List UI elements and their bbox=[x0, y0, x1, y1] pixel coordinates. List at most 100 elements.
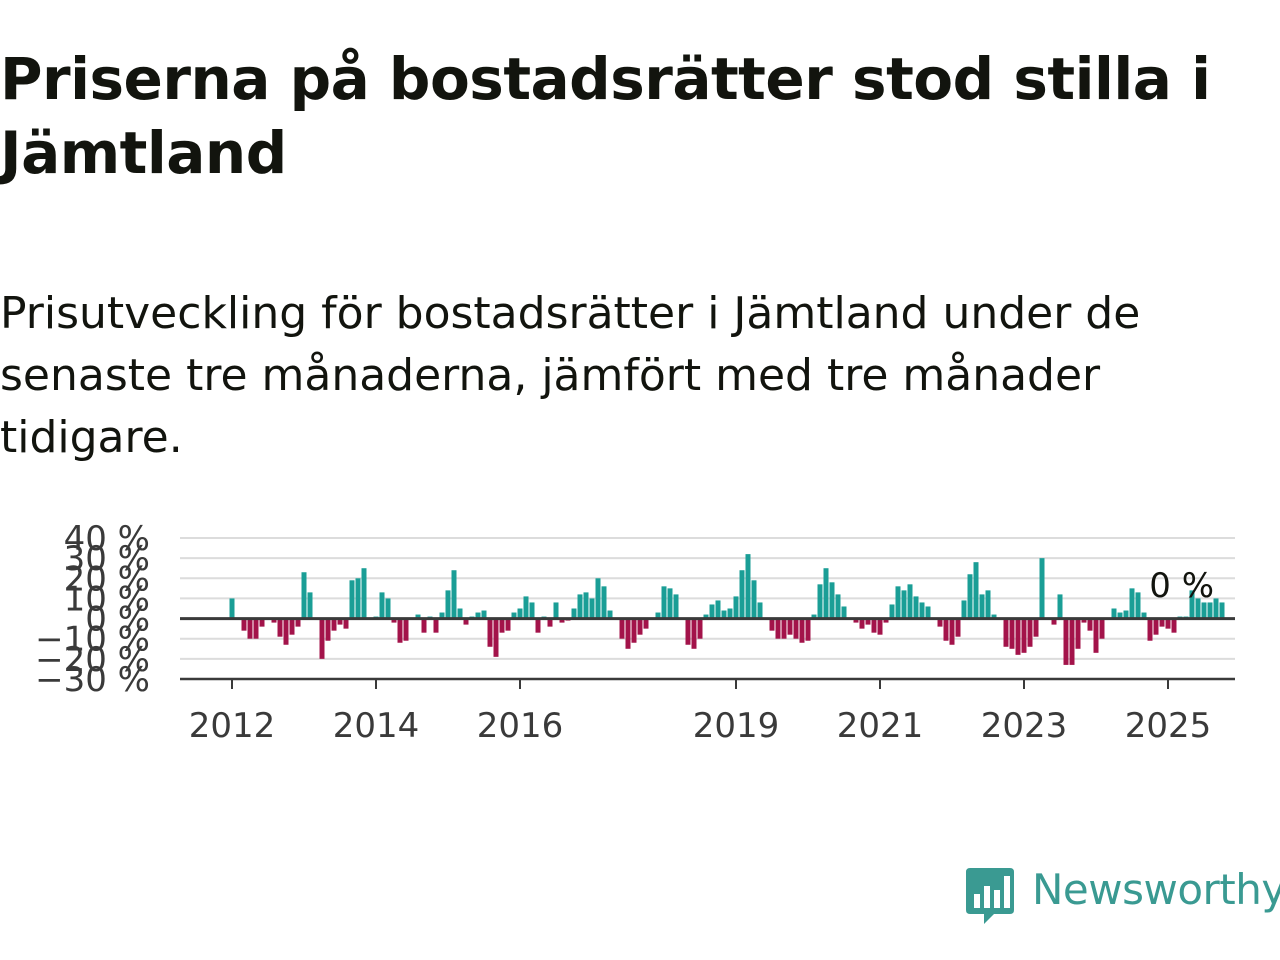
x-tick-label: 2014 bbox=[333, 706, 420, 746]
bar bbox=[1165, 618, 1171, 629]
y-tick-label: 20 % bbox=[64, 559, 150, 599]
bar bbox=[1075, 618, 1081, 649]
bar bbox=[1099, 618, 1105, 639]
x-tick-label: 2023 bbox=[981, 706, 1068, 746]
bar bbox=[361, 568, 367, 619]
y-tick-label: 40 % bbox=[64, 519, 150, 559]
bar bbox=[631, 618, 637, 643]
y-tick-label: −10 % bbox=[35, 620, 150, 660]
bar bbox=[451, 570, 457, 619]
bar bbox=[475, 612, 481, 619]
bar bbox=[673, 594, 679, 619]
bar bbox=[823, 568, 829, 619]
bar bbox=[895, 586, 901, 619]
bar bbox=[811, 614, 817, 619]
bar bbox=[655, 612, 661, 619]
bar bbox=[1063, 618, 1069, 665]
bar bbox=[433, 618, 439, 633]
bar bbox=[799, 618, 805, 643]
bar bbox=[859, 618, 865, 629]
bar bbox=[349, 580, 355, 619]
bar bbox=[871, 618, 877, 633]
bar bbox=[1093, 618, 1099, 653]
bar bbox=[457, 608, 463, 619]
bar bbox=[229, 598, 235, 619]
bar bbox=[589, 598, 595, 619]
x-tick-label: 2025 bbox=[1125, 706, 1212, 746]
bar bbox=[667, 588, 673, 619]
x-tick-label: 2012 bbox=[189, 706, 276, 746]
bar bbox=[715, 600, 721, 619]
bar bbox=[829, 582, 835, 619]
bar bbox=[751, 580, 757, 619]
bar bbox=[319, 618, 325, 659]
bar bbox=[463, 618, 469, 625]
newsworthy-logo: Newsworthy bbox=[964, 864, 1280, 928]
bar bbox=[835, 594, 841, 619]
bar bbox=[535, 618, 541, 633]
bar bbox=[391, 618, 397, 623]
bar bbox=[979, 594, 985, 619]
bar bbox=[1219, 602, 1225, 619]
bar bbox=[337, 618, 343, 625]
bar bbox=[685, 618, 691, 645]
bar bbox=[1135, 592, 1141, 619]
bar bbox=[1117, 612, 1123, 619]
bar bbox=[277, 618, 283, 637]
bar bbox=[607, 610, 613, 619]
bar bbox=[973, 562, 979, 619]
bar bbox=[745, 554, 751, 619]
bar bbox=[637, 618, 643, 635]
bar bbox=[709, 604, 715, 619]
bar bbox=[271, 618, 277, 623]
bar bbox=[805, 618, 811, 641]
bar bbox=[331, 618, 337, 631]
bar bbox=[955, 618, 961, 637]
bar bbox=[883, 618, 889, 623]
price-change-bar-chart: −30 %−20 %−10 %0 %10 %20 %30 %40 % 2012 2… bbox=[35, 519, 1235, 746]
bar bbox=[499, 618, 505, 633]
bar bbox=[1081, 618, 1087, 623]
bar bbox=[817, 584, 823, 619]
bar bbox=[793, 618, 799, 639]
bar bbox=[415, 614, 421, 619]
bar bbox=[1027, 618, 1033, 647]
bar bbox=[1171, 618, 1177, 633]
bar bbox=[343, 618, 349, 629]
bar bbox=[727, 608, 733, 619]
y-axis-tick-labels: −30 %−20 %−10 %0 %10 %20 %30 %40 % bbox=[35, 519, 150, 700]
bar bbox=[781, 618, 787, 639]
axes bbox=[180, 617, 1235, 681]
y-tick-label: −20 % bbox=[35, 640, 150, 680]
bar bbox=[1207, 602, 1213, 619]
y-tick-label: 30 % bbox=[64, 539, 150, 579]
bar bbox=[1069, 618, 1075, 665]
bar bbox=[493, 618, 499, 657]
bar bbox=[601, 586, 607, 619]
bar bbox=[943, 618, 949, 641]
logo-text: Newsworthy bbox=[1032, 865, 1280, 914]
bar bbox=[253, 618, 259, 639]
bar bbox=[403, 618, 409, 641]
bar bbox=[439, 612, 445, 619]
bar bbox=[1051, 618, 1057, 625]
bar bbox=[553, 602, 559, 619]
bar bbox=[1009, 618, 1015, 649]
bar bbox=[355, 578, 361, 619]
bar bbox=[967, 574, 973, 619]
bar bbox=[865, 618, 871, 625]
bar bbox=[1039, 558, 1045, 619]
latest-value-label: 0 % bbox=[1149, 566, 1214, 606]
bar bbox=[577, 594, 583, 619]
bar bbox=[625, 618, 631, 649]
bar bbox=[379, 592, 385, 619]
y-tick-label: 10 % bbox=[64, 579, 150, 619]
bar bbox=[1189, 590, 1195, 619]
bar bbox=[877, 618, 883, 635]
bar bbox=[529, 602, 535, 619]
bar bbox=[307, 592, 313, 619]
bar bbox=[1159, 618, 1165, 627]
page-subtitle: Prisutveckling för bostadsrätter i Jämtl… bbox=[0, 288, 1141, 463]
page-title: Priserna på bostadsrätter stod stilla i … bbox=[0, 45, 1211, 187]
bar bbox=[505, 618, 511, 631]
